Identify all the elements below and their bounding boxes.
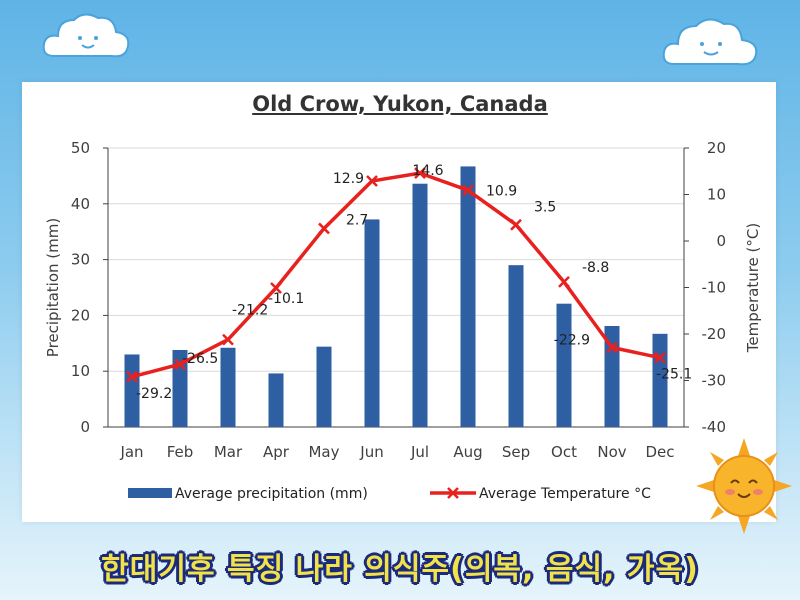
- line-point: [318, 222, 330, 235]
- bar: [220, 347, 236, 427]
- y2-tick-label: -30: [702, 372, 727, 390]
- y-tick-label: 40: [71, 195, 90, 213]
- line-point: [414, 167, 426, 179]
- y2-axis-label: Temperature (°C): [744, 223, 762, 353]
- x-tick-label: Dec: [645, 443, 674, 461]
- line-point: [510, 218, 522, 231]
- data-label: -21.2: [232, 303, 268, 319]
- x-tick-label: Mar: [214, 443, 243, 461]
- data-label: -10.1: [268, 291, 304, 307]
- legend-label-precipitation: Average precipitation (mm): [175, 486, 368, 502]
- bar: [412, 183, 428, 427]
- x-tick-label: Oct: [551, 443, 577, 461]
- cloud-right-icon: [662, 18, 758, 66]
- bar: [364, 219, 380, 427]
- line-point: [174, 358, 186, 371]
- x-tick-label: Aug: [453, 443, 482, 461]
- data-label: 14.6: [412, 163, 443, 179]
- y2-tick-label: 0: [716, 232, 726, 250]
- y2-tick-label: -20: [702, 325, 727, 343]
- data-label: -8.8: [582, 260, 609, 276]
- y-tick-label: 30: [71, 251, 90, 269]
- x-tick-label: Apr: [263, 443, 290, 461]
- line-point: [654, 351, 666, 364]
- line-point: [606, 341, 618, 354]
- x-tick-label: Jan: [119, 443, 143, 461]
- data-label: 3.5: [534, 200, 556, 216]
- data-label: 10.9: [486, 183, 517, 199]
- chart-card: [22, 82, 776, 522]
- x-tick-label: Nov: [597, 443, 626, 461]
- data-label: -29.2: [136, 386, 172, 402]
- y2-tick-label: -10: [702, 279, 727, 297]
- bar: [316, 346, 332, 427]
- y2-tick-label: 20: [707, 139, 726, 157]
- bar: [556, 303, 572, 427]
- x-tick-label: Jul: [410, 443, 429, 461]
- legend-swatch-precipitation: [128, 488, 172, 498]
- series-line: [131, 171, 661, 379]
- line-point: [270, 282, 282, 294]
- bar: [268, 373, 284, 427]
- y-tick-label: 10: [71, 362, 90, 380]
- bar: [460, 166, 476, 427]
- line-point: [222, 333, 234, 346]
- y-tick-label: 50: [71, 139, 90, 157]
- x-tick-label: May: [308, 443, 339, 461]
- data-label: -22.9: [554, 332, 590, 348]
- line-point: [126, 370, 138, 383]
- legend-marker-temperature: [447, 487, 459, 499]
- x-tick-label: Sep: [502, 443, 530, 461]
- line-point: [558, 276, 570, 288]
- line-point: [462, 184, 474, 197]
- x-tick-label: Feb: [167, 443, 194, 461]
- data-label: -26.5: [182, 351, 218, 367]
- data-label: 12.9: [333, 171, 364, 187]
- y2-tick-label: -40: [702, 418, 727, 436]
- y-tick-label: 20: [71, 306, 90, 324]
- sun-icon: [696, 438, 792, 534]
- data-label: -25.1: [656, 367, 692, 383]
- cloud-left-icon: [42, 13, 130, 58]
- y-tick-label: 0: [80, 418, 90, 436]
- data-label: 2.7: [346, 212, 368, 228]
- x-tick-label: Jun: [359, 443, 383, 461]
- legend-label-temperature: Average Temperature °C: [479, 486, 651, 502]
- bar: [508, 265, 524, 427]
- chart-title: Old Crow, Yukon, Canada: [252, 92, 548, 116]
- y-axis-label: Precipitation (mm): [44, 218, 62, 357]
- y2-tick-label: 10: [707, 186, 726, 204]
- line-point: [366, 175, 378, 187]
- page-caption: 한대기후 특징 나라 의식주(의복, 음식, 가옥): [101, 552, 699, 587]
